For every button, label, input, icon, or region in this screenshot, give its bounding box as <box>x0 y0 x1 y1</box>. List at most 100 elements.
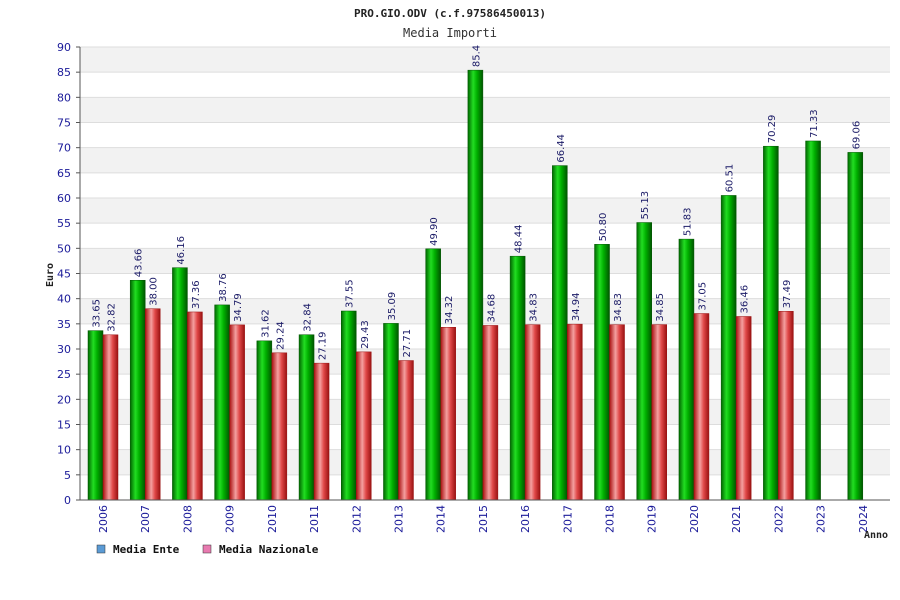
data-label-media-ente-2018: 50.80 <box>598 213 609 242</box>
bar-media-ente-2009 <box>214 304 230 501</box>
x-tick-label-2006: 2006 <box>97 505 110 533</box>
x-tick-label-2013: 2013 <box>392 505 405 533</box>
x-axis-ticks: 2006 2007 2008 2009 2010 2011 2012 2013 2014 2015… <box>97 505 870 533</box>
data-label-media-nazionale-2009: 34.79 <box>233 293 244 322</box>
x-axis-label: Anno <box>864 530 888 541</box>
grid-band <box>80 273 890 299</box>
grid-band <box>80 248 890 274</box>
y-tick-label: 25 <box>57 368 71 381</box>
y-tick-label: 0 <box>64 494 71 507</box>
bar-media-nazionale-2012 <box>356 351 372 501</box>
data-label-media-ente-2014: 49.90 <box>429 217 440 246</box>
bars <box>87 69 864 501</box>
data-label-media-nazionale-2012: 29.43 <box>360 320 371 349</box>
data-label-media-ente-2010: 31.62 <box>260 309 271 338</box>
grid-band <box>80 223 890 249</box>
y-tick-label: 55 <box>57 217 71 230</box>
bar-media-ente-2013 <box>383 323 399 501</box>
data-label-media-nazionale-2015: 34.68 <box>486 294 497 323</box>
bar-media-nazionale-2017 <box>567 323 583 501</box>
bar-media-nazionale-2022 <box>778 311 794 501</box>
bar-media-ente-2022 <box>763 145 779 501</box>
legend-label-media-ente: Media Ente <box>113 543 180 556</box>
grid-band <box>80 147 890 173</box>
x-tick-label-2011: 2011 <box>308 505 321 533</box>
y-tick-label: 40 <box>57 293 71 306</box>
x-tick-label-2019: 2019 <box>646 505 659 533</box>
x-tick-label-2018: 2018 <box>604 505 617 533</box>
bar-media-ente-2024 <box>847 152 864 501</box>
bar-media-nazionale-2008 <box>187 311 203 501</box>
legend-swatch-media-nazionale <box>202 544 212 554</box>
y-tick-label: 65 <box>57 167 71 180</box>
x-tick-label-2020: 2020 <box>688 505 701 533</box>
bar-media-nazionale-2020 <box>693 313 710 501</box>
bar-media-ente-2011 <box>298 334 315 501</box>
bar-media-nazionale-2018 <box>609 324 625 501</box>
data-label-media-ente-2024: 69.06 <box>851 121 862 150</box>
data-label-media-ente-2022: 70.29 <box>767 115 778 144</box>
data-label-media-ente-2013: 35.09 <box>387 292 398 321</box>
data-label-media-ente-2008: 46.16 <box>176 236 187 265</box>
x-tick-label-2007: 2007 <box>139 505 152 533</box>
y-axis-label: Euro <box>45 263 56 287</box>
grid-band <box>80 122 890 148</box>
grid-band <box>80 198 890 224</box>
y-tick-label: 20 <box>57 393 71 406</box>
data-label-media-nazionale-2013: 27.71 <box>402 329 413 358</box>
data-label-media-nazionale-2021: 36.46 <box>740 285 751 314</box>
data-labels: 33.65 32.82 43.66 38.00 46.16 37.36 38.76 34.79… <box>92 45 863 360</box>
data-label-media-ente-2020: 51.83 <box>682 207 693 236</box>
data-label-media-ente-2017: 66.44 <box>556 134 567 163</box>
bar-media-nazionale-2016 <box>524 324 541 501</box>
data-label-media-ente-2015: 85.4 <box>471 45 482 67</box>
y-tick-label: 5 <box>64 469 71 482</box>
data-label-media-nazionale-2010: 29.24 <box>275 321 286 350</box>
y-tick-label: 85 <box>57 66 71 79</box>
x-tick-label-2010: 2010 <box>266 505 279 533</box>
data-label-media-nazionale-2020: 37.05 <box>697 282 708 311</box>
grid-band <box>80 72 890 98</box>
data-label-media-ente-2007: 43.66 <box>134 249 145 278</box>
chart-subtitle: Media Importi <box>403 26 497 40</box>
y-tick-label: 35 <box>57 318 71 331</box>
y-tick-label: 75 <box>57 117 71 130</box>
x-tick-label-2016: 2016 <box>519 505 532 533</box>
data-label-media-nazionale-2022: 37.49 <box>782 280 793 309</box>
data-label-media-nazionale-2018: 34.83 <box>613 293 624 322</box>
legend: Media Ente Media Nazionale <box>96 543 319 556</box>
y-tick-label: 45 <box>57 268 71 281</box>
bar-media-nazionale-2013 <box>398 360 414 501</box>
y-tick-label: 15 <box>57 419 71 432</box>
data-label-media-nazionale-2019: 34.85 <box>655 293 666 322</box>
x-tick-label-2012: 2012 <box>350 505 363 533</box>
bar-media-ente-2019 <box>636 222 652 501</box>
bar-media-nazionale-2021 <box>735 316 752 501</box>
bar-media-nazionale-2015 <box>482 325 499 501</box>
bar-media-nazionale-2010 <box>271 352 288 501</box>
x-tick-label-2009: 2009 <box>224 505 237 533</box>
grid-band <box>80 172 890 198</box>
data-label-media-ente-2009: 38.76 <box>218 273 229 302</box>
y-axis-ticks: 0 5 10 15 20 25 30 35 40 45 50 55 60 65 70 75 80 85 90 <box>57 41 80 507</box>
y-tick-label: 30 <box>57 343 71 356</box>
bar-media-ente-2007 <box>129 279 146 501</box>
data-label-media-ente-2016: 48.44 <box>514 225 525 254</box>
data-label-media-nazionale-2006: 32.82 <box>107 303 118 332</box>
bar-media-ente-2021 <box>720 195 737 501</box>
bar-media-nazionale-2006 <box>102 334 119 501</box>
bar-media-nazionale-2019 <box>651 324 667 501</box>
x-tick-label-2008: 2008 <box>181 505 194 533</box>
legend-swatch-media-ente <box>96 544 106 554</box>
data-label-media-ente-2023: 71.33 <box>809 109 820 138</box>
data-label-media-nazionale-2011: 27.19 <box>318 332 329 361</box>
x-tick-label-2021: 2021 <box>730 505 743 533</box>
data-label-media-nazionale-2016: 34.83 <box>529 293 540 322</box>
data-label-media-nazionale-2008: 37.36 <box>191 280 202 309</box>
legend-label-media-nazionale: Media Nazionale <box>219 543 319 556</box>
y-tick-label: 90 <box>57 41 71 54</box>
data-label-media-ente-2021: 60.51 <box>725 164 736 193</box>
x-tick-label-2015: 2015 <box>477 505 490 533</box>
y-tick-label: 50 <box>57 242 71 255</box>
